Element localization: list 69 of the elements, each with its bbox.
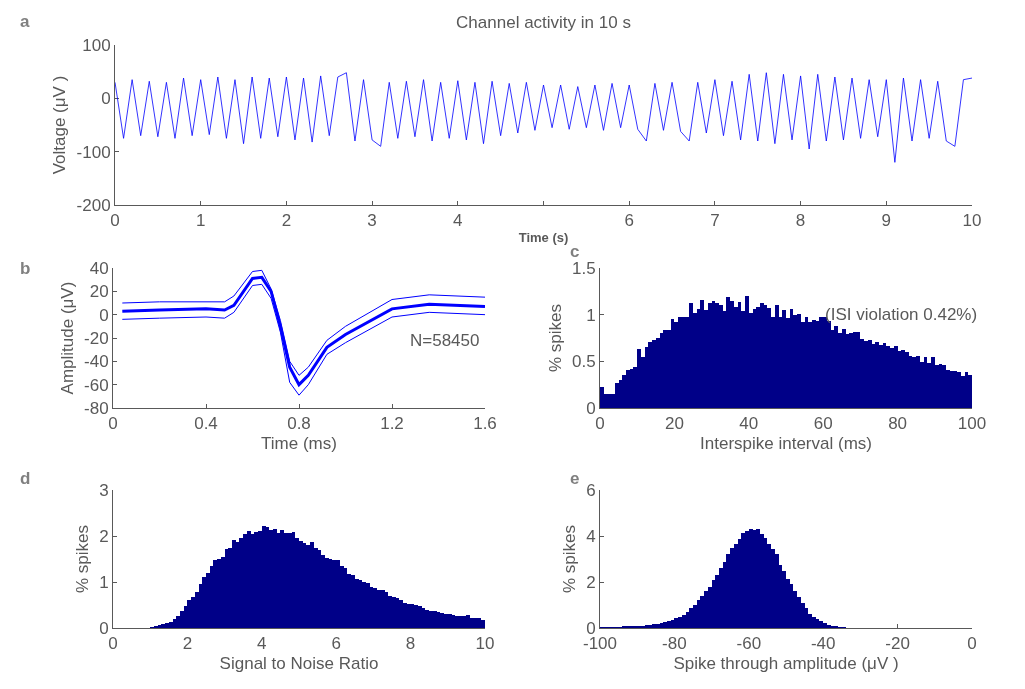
x-axis-title: Time (s) xyxy=(518,230,569,245)
y-tick-label: -200 xyxy=(76,195,111,215)
x-tick-label: 7 xyxy=(710,211,720,231)
y-tick-label: -80 xyxy=(84,398,109,418)
x-axis-title: Spike through amplitude (μV ) xyxy=(673,653,899,673)
x-tick-label: 60 xyxy=(813,414,833,434)
x-tick-label: 0 xyxy=(967,634,977,654)
y-tick-label: 1 xyxy=(99,572,109,592)
y-axis-title: Voltage (μV ) xyxy=(50,75,70,175)
x-tick-label: -40 xyxy=(810,634,836,654)
x-tick-label: 4 xyxy=(453,211,463,231)
y-tick-label: 1.5 xyxy=(571,258,596,278)
text: b xyxy=(20,259,31,278)
x-tick-label: -80 xyxy=(662,634,687,654)
y-tick-label: 4 xyxy=(586,526,596,546)
x-tick-label: 2 xyxy=(182,634,193,654)
y-axis-title: % spikes xyxy=(545,303,565,373)
y-tick-label: 1 xyxy=(586,305,596,325)
x-tick-label: 10 xyxy=(962,211,982,231)
x-tick-label: 20 xyxy=(664,414,684,434)
x-axis-title: Signal to Noise Ratio xyxy=(219,653,379,673)
y-tick-label: 0 xyxy=(101,89,111,109)
x-tick-label: 1 xyxy=(195,211,206,231)
y-tick-label: 2 xyxy=(99,526,109,546)
chart-title: Channel activity in 10 s xyxy=(456,12,631,32)
x-tick-label: 100 xyxy=(957,414,987,434)
y-axis-title: Amplitude (μV) xyxy=(57,281,77,395)
y-tick-label: 0 xyxy=(586,398,596,418)
text: e xyxy=(570,469,580,488)
x-axis-title: Interspike interval (ms) xyxy=(700,433,872,453)
x-tick-label: -20 xyxy=(885,634,910,654)
x-tick-label: 3 xyxy=(367,211,377,231)
x-tick-label: 0.4 xyxy=(194,414,218,434)
y-tick-label: 3 xyxy=(99,480,109,500)
x-tick-label: 4 xyxy=(257,634,267,654)
y-tick-label: 0 xyxy=(586,618,596,638)
y-tick-label: -20 xyxy=(84,328,109,348)
y-tick-label: 6 xyxy=(586,480,596,500)
x-tick-label: 40 xyxy=(739,414,759,434)
y-tick-label: 100 xyxy=(82,35,111,55)
y-tick-label: 0 xyxy=(99,618,109,638)
text: a xyxy=(20,12,30,31)
y-tick-label: -40 xyxy=(84,352,109,372)
x-tick-label: 2 xyxy=(281,211,292,231)
y-axis-title: % spikes xyxy=(559,524,579,594)
x-tick-label: 10 xyxy=(475,634,495,654)
x-tick-label: 8 xyxy=(405,634,416,654)
y-tick-label: 20 xyxy=(89,282,109,302)
y-tick-label: 40 xyxy=(89,258,109,278)
y-tick-label: 2 xyxy=(586,572,596,592)
x-tick-label: -60 xyxy=(736,634,762,654)
y-tick-label: -60 xyxy=(84,375,109,395)
annotation: N=58450 xyxy=(410,331,480,350)
x-tick-label: 80 xyxy=(888,414,908,434)
annotation: (ISI violation 0.42%) xyxy=(825,305,978,324)
y-tick-label: 0.5 xyxy=(571,352,596,372)
text: c xyxy=(570,242,580,261)
y-axis-title: % spikes xyxy=(72,524,92,594)
text: d xyxy=(20,469,31,488)
x-axis-title: Time (ms) xyxy=(261,433,337,453)
x-tick-label: 6 xyxy=(331,634,341,654)
x-tick-label: 9 xyxy=(881,211,892,231)
x-tick-label: 0.8 xyxy=(287,414,311,434)
x-tick-label: 1.6 xyxy=(473,414,497,434)
y-tick-label: -100 xyxy=(76,142,111,162)
x-tick-label: 8 xyxy=(795,211,806,231)
x-tick-label: 6 xyxy=(624,211,634,231)
y-tick-label: 0 xyxy=(99,305,109,325)
x-tick-label: 1.2 xyxy=(380,414,404,434)
